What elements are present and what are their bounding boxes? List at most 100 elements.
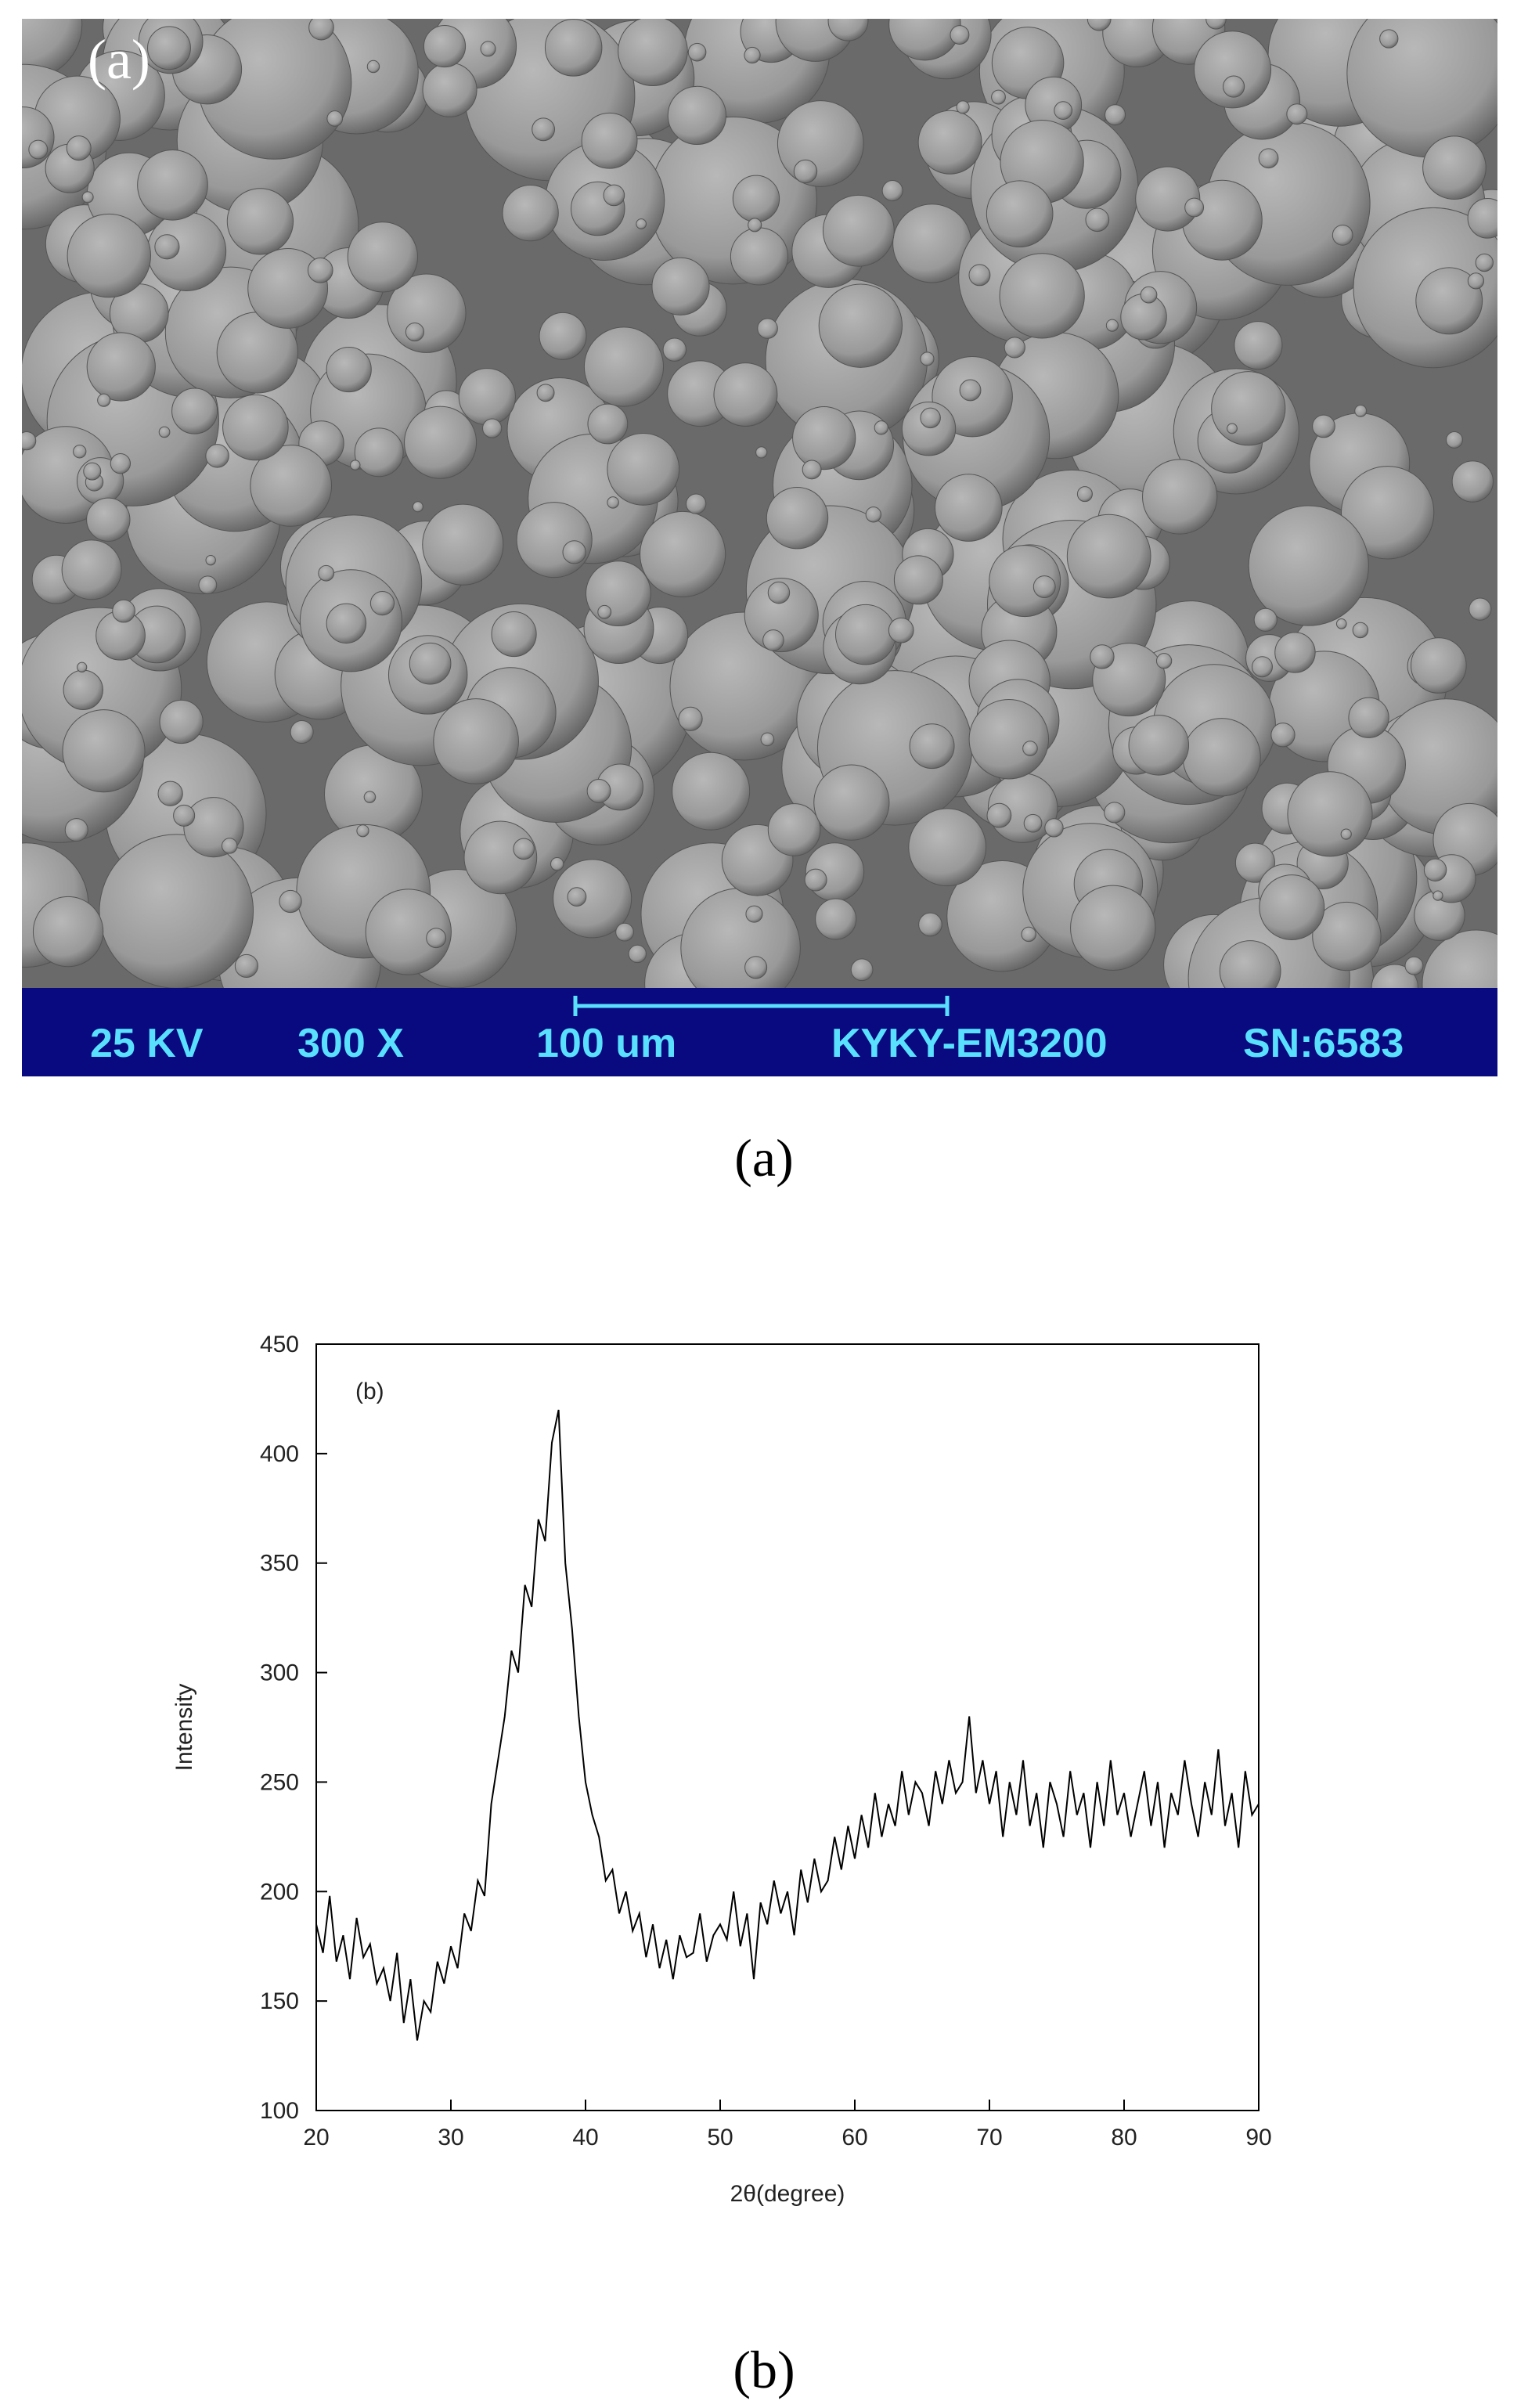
- particle: [1415, 267, 1483, 335]
- particle: [154, 234, 180, 260]
- particle: [550, 857, 564, 871]
- particle: [755, 446, 768, 459]
- particle: [97, 393, 111, 407]
- particle: [110, 453, 132, 474]
- particle: [713, 362, 778, 427]
- particle: [173, 804, 196, 827]
- particle: [1332, 224, 1353, 246]
- x-tick-label: 40: [572, 2125, 598, 2150]
- x-tick-label: 90: [1245, 2125, 1271, 2150]
- particle: [458, 368, 516, 426]
- particle: [1422, 929, 1497, 990]
- particle: [1234, 842, 1275, 883]
- particle: [917, 110, 982, 175]
- particle: [1105, 104, 1126, 126]
- sem-info: 25 KV: [90, 1021, 204, 1066]
- particle: [1346, 19, 1497, 158]
- particle: [766, 487, 829, 550]
- x-tick-label: 20: [303, 2125, 329, 2150]
- particle: [822, 194, 895, 267]
- chart: 20 30 40 50 60 70 80 90 100 150 200 250 300 350 400 450…: [171, 1332, 1272, 2207]
- particle: [66, 135, 92, 161]
- particle: [1142, 459, 1218, 535]
- particle: [1128, 715, 1190, 776]
- particle: [1451, 460, 1494, 503]
- particle: [1211, 371, 1286, 446]
- particle: [1354, 404, 1368, 417]
- particle: [815, 898, 857, 940]
- particle: [308, 19, 334, 41]
- particle: [1070, 885, 1156, 971]
- particle: [22, 431, 37, 451]
- particle: [1258, 148, 1279, 169]
- particle: [73, 445, 87, 459]
- particle: [603, 184, 625, 207]
- y-tick-label: 150: [260, 1988, 299, 2014]
- particle: [607, 496, 619, 509]
- particle: [198, 575, 218, 595]
- particle: [678, 706, 703, 731]
- particle: [802, 460, 822, 480]
- particle: [1446, 431, 1463, 449]
- particle: [745, 905, 763, 923]
- particle: [1475, 253, 1494, 272]
- particle: [777, 100, 864, 187]
- particle: [881, 180, 903, 202]
- particle: [667, 85, 726, 146]
- particle: [1404, 956, 1424, 975]
- particle: [77, 661, 88, 672]
- particle: [959, 379, 982, 402]
- sem-info: 100 um: [536, 1021, 676, 1066]
- particle: [1467, 272, 1485, 290]
- particle: [640, 510, 726, 598]
- particle: [1340, 828, 1352, 840]
- particle: [516, 502, 593, 579]
- particle: [63, 669, 103, 710]
- particle: [1270, 723, 1296, 748]
- particle: [1253, 607, 1278, 632]
- particle: [1140, 286, 1158, 304]
- particle: [1104, 802, 1126, 824]
- particle: [221, 838, 238, 854]
- particle: [744, 956, 768, 979]
- particle: [363, 791, 377, 803]
- particle: [865, 506, 882, 523]
- particle: [730, 227, 788, 286]
- particle: [205, 444, 229, 468]
- particle: [423, 25, 467, 68]
- particle: [686, 493, 707, 514]
- particle: [553, 859, 632, 939]
- particle: [502, 185, 559, 242]
- particle: [999, 253, 1085, 339]
- particle: [1066, 514, 1151, 599]
- particle: [732, 175, 780, 222]
- particle: [618, 19, 688, 86]
- particle: [583, 326, 665, 407]
- particle: [597, 604, 612, 619]
- particle: [827, 19, 869, 41]
- sem-label: (a): [88, 28, 150, 91]
- particle: [404, 406, 478, 479]
- particle: [250, 445, 333, 527]
- x-tick-label: 60: [841, 2125, 867, 2150]
- particle: [1274, 632, 1316, 673]
- particle: [1155, 653, 1173, 669]
- y-axis-label: Intensity: [171, 1684, 197, 1772]
- particle: [687, 42, 707, 62]
- particle: [1312, 414, 1335, 438]
- y-tick-label: 450: [260, 1332, 299, 1357]
- particle: [64, 818, 88, 842]
- particle: [888, 617, 914, 643]
- particle: [1259, 874, 1325, 940]
- particle: [901, 402, 957, 456]
- particle: [86, 332, 156, 402]
- particle: [1219, 940, 1281, 990]
- particle: [908, 808, 987, 887]
- particle: [813, 764, 890, 841]
- sem-info: SN:6583: [1243, 1021, 1404, 1066]
- sem-image: [22, 19, 1497, 990]
- particle: [137, 149, 208, 221]
- sem-info-bar: [22, 988, 1497, 1076]
- particle: [760, 732, 775, 747]
- particle: [226, 188, 294, 255]
